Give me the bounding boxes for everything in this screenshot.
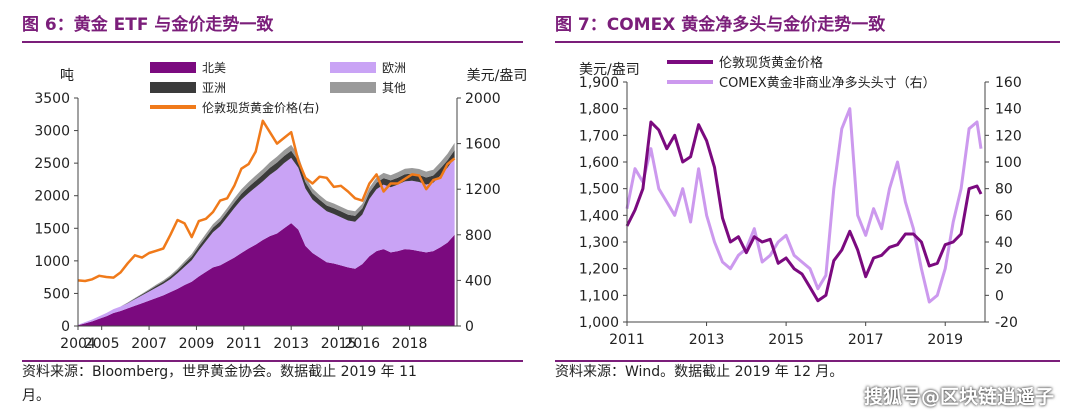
y-tick-label: 1,700 bbox=[579, 128, 619, 144]
left-source-line-1: 资料来源：Bloomberg，世界黄金协会。数据截止 2019 年 11 bbox=[22, 364, 417, 380]
y-tick-label: 3500 bbox=[34, 91, 70, 107]
left-chart-title: 图 6：黄金 ETF 与金价走势一致 bbox=[22, 15, 274, 35]
y2-tick-label: 60 bbox=[995, 208, 1013, 224]
y2-tick-label: -20 bbox=[995, 315, 1018, 331]
area-series-0 bbox=[78, 223, 455, 326]
y-axis-label: 美元/盎司 bbox=[579, 62, 640, 78]
x-tick-label: 2007 bbox=[131, 336, 167, 352]
left-chart: 0 500 1000 1500 2000 2500 3000 3500 0 400 800 1200 1… bbox=[34, 61, 528, 352]
y-axis-label: 吨 bbox=[60, 68, 74, 84]
x-tick-label: 2016 bbox=[344, 336, 380, 352]
y-tick-label: 1,400 bbox=[579, 208, 619, 224]
series-line-0 bbox=[625, 107, 983, 304]
y-tick-label: 1500 bbox=[34, 221, 70, 237]
legend-swatch-2 bbox=[150, 82, 196, 93]
y2-tick-label: 20 bbox=[995, 262, 1013, 278]
y-tick-label: 500 bbox=[43, 286, 70, 302]
y2-tick-label: 400 bbox=[465, 273, 492, 289]
area-series-1 bbox=[78, 157, 455, 326]
y2-tick-label: 80 bbox=[995, 182, 1013, 198]
y-tick-label: 0 bbox=[61, 319, 70, 335]
y2-axis-label: 美元/盎司 bbox=[467, 68, 528, 84]
series-line-1 bbox=[625, 120, 983, 303]
y2-tick-label: 140 bbox=[995, 102, 1022, 118]
y2-tick-label: 1600 bbox=[465, 137, 501, 153]
y-tick-label: 1,100 bbox=[579, 288, 619, 304]
left-source-rule bbox=[22, 360, 523, 362]
y-tick-label: 1000 bbox=[34, 254, 70, 270]
y2-tick-label: 100 bbox=[995, 155, 1022, 171]
legend-label-3: 其他 bbox=[382, 81, 406, 95]
y-tick-label: 1,500 bbox=[579, 182, 619, 198]
right-source-line-1: 资料来源：Wind。数据截止 2019 年 12 月。 bbox=[555, 364, 844, 380]
legend-swatch-0 bbox=[150, 62, 196, 73]
y2-tick-label: 40 bbox=[995, 235, 1013, 251]
left-title-rule bbox=[22, 41, 523, 43]
y2-tick-label: 800 bbox=[465, 228, 492, 244]
x-tick-label: 2013 bbox=[689, 332, 725, 348]
y2-tick-label: 120 bbox=[995, 128, 1022, 144]
watermark-text: 搜狐号@区块链逍遥子 bbox=[863, 386, 1054, 408]
legend-label-0: 伦敦现货黄金价格 bbox=[719, 55, 823, 71]
y2-tick-label: 0 bbox=[465, 319, 474, 335]
x-tick-label: 2013 bbox=[273, 336, 309, 352]
right-title-rule bbox=[555, 41, 1060, 43]
legend-label-4: 伦敦现货黄金价格(右) bbox=[202, 100, 319, 115]
y-tick-label: 1,300 bbox=[579, 235, 619, 251]
y2-tick-label: 0 bbox=[995, 288, 1004, 304]
y2-tick-label: 2000 bbox=[465, 91, 501, 107]
legend-swatch-1 bbox=[330, 62, 376, 73]
y-tick-label: 3000 bbox=[34, 124, 70, 140]
x-tick-label: 2011 bbox=[226, 336, 262, 352]
x-tick-label: 2017 bbox=[848, 332, 884, 348]
y-tick-label: 1,800 bbox=[579, 102, 619, 118]
right-source-rule bbox=[555, 360, 1060, 362]
x-tick-label: 2009 bbox=[179, 336, 215, 352]
y-tick-label: 1,600 bbox=[579, 155, 619, 171]
y2-tick-label: 1200 bbox=[465, 182, 501, 198]
price-line-0 bbox=[77, 119, 456, 283]
y-tick-label: 2000 bbox=[34, 189, 70, 205]
x-tick-label: 2018 bbox=[392, 336, 428, 352]
legend-label-1: 欧洲 bbox=[382, 61, 406, 75]
y-tick-label: 1,000 bbox=[579, 315, 619, 331]
x-tick-label: 2015 bbox=[321, 336, 357, 352]
x-tick-label: 2011 bbox=[609, 332, 645, 348]
x-tick-label: 2019 bbox=[927, 332, 963, 348]
right-chart-title: 图 7：COMEX 黄金净多头与金价走势一致 bbox=[555, 15, 886, 35]
x-tick-label: 2004 bbox=[60, 336, 96, 352]
legend-swatch-3 bbox=[330, 82, 376, 93]
x-tick-label: 2015 bbox=[768, 332, 804, 348]
x-tick-label: 2005 bbox=[84, 336, 120, 352]
y-tick-label: 1,900 bbox=[579, 75, 619, 91]
legend-label-2: 亚洲 bbox=[202, 81, 226, 95]
left-source-line-2: 月。 bbox=[22, 388, 50, 404]
right-chart: 1,000 1,100 1,200 1,300 1,400 1,500 1,600 1,700… bbox=[579, 55, 1022, 348]
legend-label-0: 北美 bbox=[202, 61, 226, 75]
legend-label-1: COMEX黄金非商业净多头头寸（右） bbox=[719, 75, 936, 91]
y2-tick-label: 160 bbox=[995, 75, 1022, 91]
y-tick-label: 1,200 bbox=[579, 262, 619, 278]
y-tick-label: 2500 bbox=[34, 156, 70, 172]
